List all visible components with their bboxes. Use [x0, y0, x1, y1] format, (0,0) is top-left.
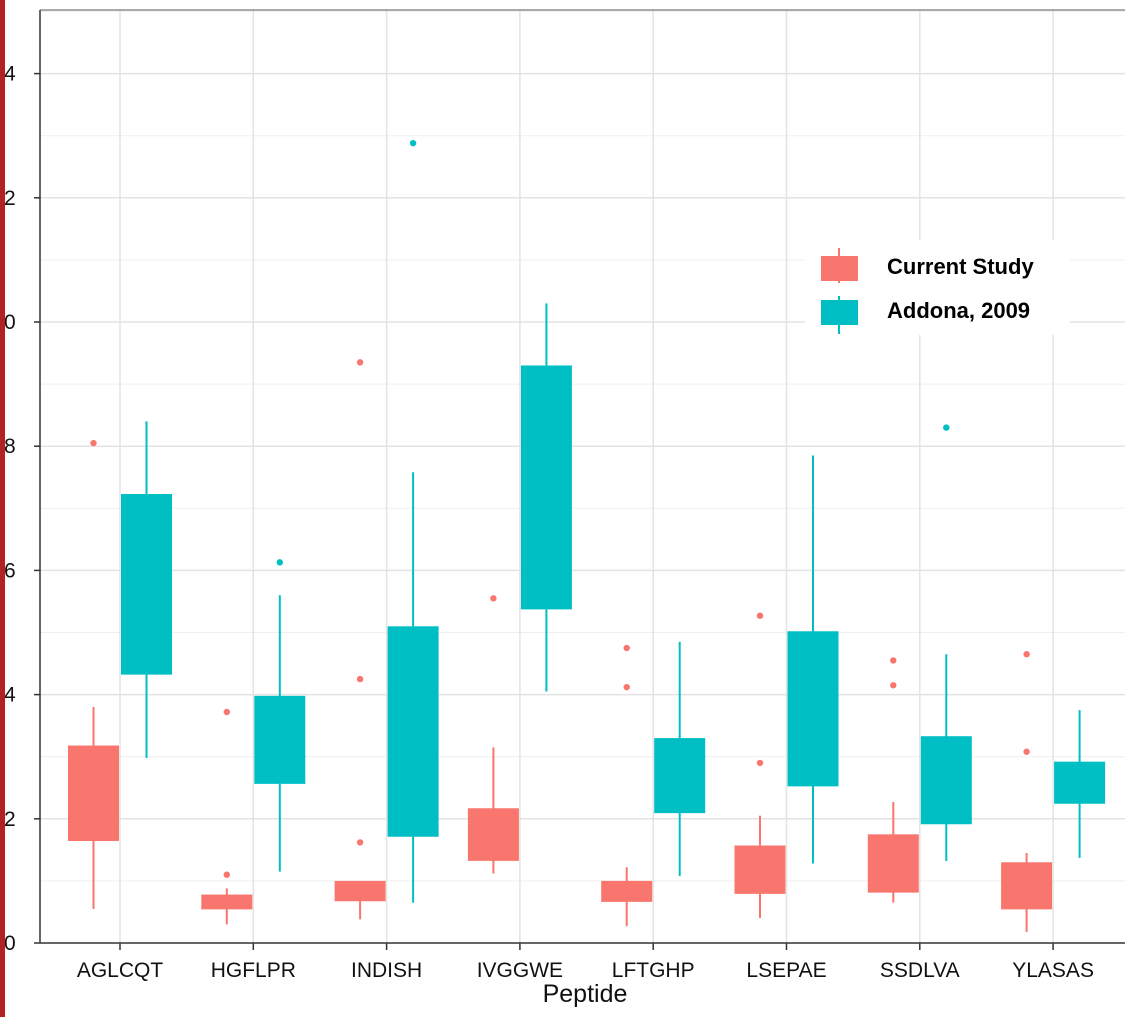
- box: [734, 845, 786, 894]
- box: [387, 626, 439, 837]
- legend-label-addona: Addona, 2009: [887, 298, 1030, 323]
- y-tick-label: 0: [4, 932, 16, 955]
- x-tick-label: YLASAS: [1012, 959, 1094, 982]
- outlier-point: [1023, 651, 1030, 658]
- x-tick-label: LFTGHP: [612, 959, 695, 982]
- y-tick-label: 2: [4, 187, 16, 210]
- outlier-point: [943, 424, 950, 431]
- outlier-point: [90, 439, 97, 447]
- box: [520, 365, 572, 609]
- x-tick-layer: AGLCQT HGFLPR INDISH IVGGWE LFTGHP LSEPAE SSDL…: [77, 943, 1094, 982]
- legend-mask-b: [868, 294, 1058, 326]
- outlier-point: [756, 759, 764, 767]
- x-tick-label: HGFLPR: [211, 959, 296, 982]
- box: [920, 736, 972, 824]
- outlier-point: [356, 359, 364, 366]
- x-axis-title: Peptide: [543, 980, 628, 1008]
- y-tick-label: 2: [4, 808, 16, 831]
- outlier-point: [356, 675, 364, 683]
- outlier-point: [490, 595, 497, 602]
- y-tick-label: 4: [4, 63, 16, 86]
- box: [467, 808, 519, 861]
- x-tick-label: IVGGWE: [477, 959, 563, 982]
- x-tick-label: LSEPAE: [746, 959, 826, 982]
- legend-key-current-study: [821, 256, 858, 281]
- box: [787, 631, 839, 786]
- outlier-point: [409, 139, 417, 147]
- legend-key-addona: [821, 300, 858, 325]
- outlier-point: [890, 657, 897, 664]
- legend: Current Study Addona, 2009: [805, 240, 1070, 335]
- box: [1054, 761, 1106, 804]
- box: [254, 695, 306, 784]
- x-tick-label: INDISH: [351, 959, 422, 982]
- x-tick-label: SSDLVA: [880, 959, 960, 982]
- box: [334, 880, 386, 901]
- y-tick-label: 6: [4, 559, 16, 582]
- outlier-point: [276, 559, 283, 566]
- box: [68, 745, 119, 841]
- outlier-point: [623, 644, 630, 652]
- outlier-point: [223, 871, 230, 878]
- outlier-point: [223, 708, 230, 716]
- y-tick-label: 8: [4, 435, 16, 458]
- x-tick-label: AGLCQT: [77, 959, 164, 982]
- box: [121, 494, 172, 675]
- outlier-point: [890, 682, 897, 689]
- outlier-point: [756, 612, 764, 619]
- box: [601, 880, 653, 902]
- box: [654, 738, 706, 813]
- box-layer: [68, 139, 1106, 932]
- box: [201, 894, 253, 909]
- outlier-point: [1023, 748, 1030, 755]
- box: [867, 834, 919, 893]
- y-tick-layer: 0 2 4 6 8 0 2 4: [4, 63, 40, 955]
- legend-label-current-study: Current Study: [887, 254, 1034, 279]
- y-tick-label: 4: [4, 684, 16, 707]
- outlier-point: [356, 839, 364, 846]
- legend-mask-a: [868, 250, 1058, 282]
- y-tick-label: 0: [4, 311, 16, 334]
- frame-left-border: [0, 0, 5, 1017]
- outlier-point: [623, 683, 630, 691]
- box: [1001, 862, 1053, 909]
